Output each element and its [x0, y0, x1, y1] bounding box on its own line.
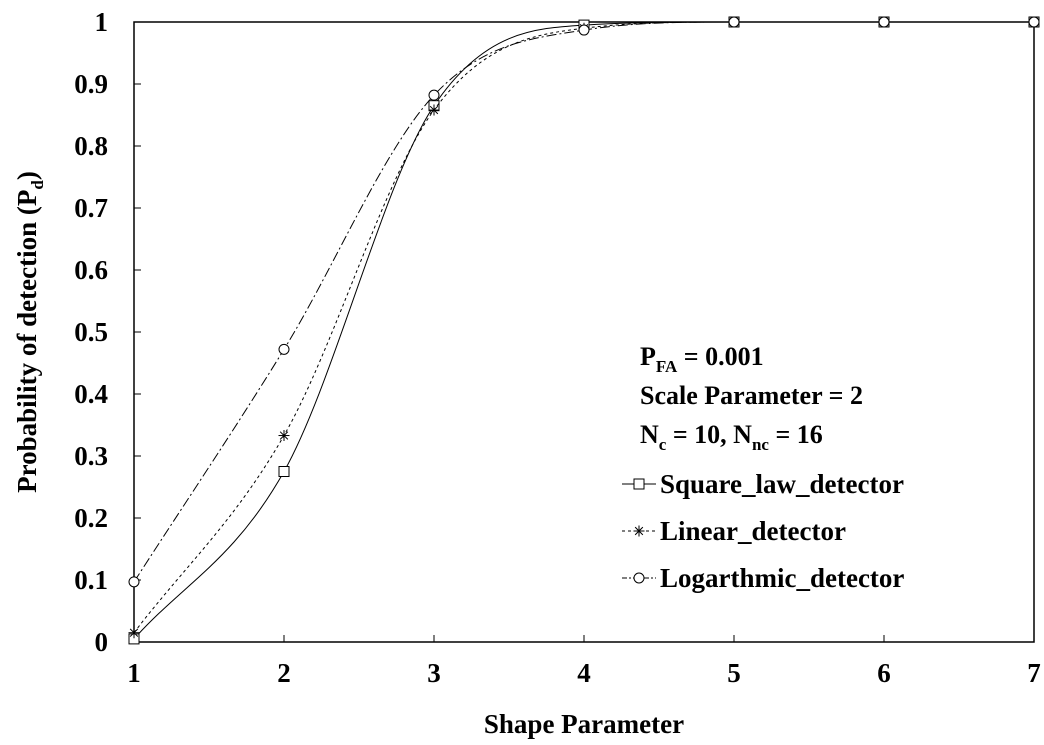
- annotation-pfa-rest: = 0.001: [677, 342, 763, 371]
- plot-frame: [133, 21, 1035, 643]
- y-tick-label: 0.2: [74, 503, 108, 533]
- circle-marker: [278, 343, 290, 355]
- asterisk-stroke: [129, 628, 139, 637]
- x-tick-label: 2: [277, 658, 291, 688]
- legend-label: Linear_detector: [660, 516, 846, 546]
- x-tick-label: 7: [1027, 658, 1041, 688]
- asterisk-stroke: [429, 105, 439, 115]
- y-tick-label: 0.8: [74, 131, 108, 161]
- asterisk-marker: [128, 627, 140, 639]
- annotation-nnc-main: N: [733, 420, 752, 449]
- y-tick-label: 0.4: [74, 379, 108, 409]
- y-axis-title-sub: d: [28, 180, 47, 190]
- circle-marker: [728, 16, 740, 28]
- y-tick-label: 0.1: [74, 565, 108, 595]
- series-linear-detector: [128, 16, 1040, 639]
- x-tick-label: 3: [427, 658, 441, 688]
- x-axis-title: Shape Parameter: [484, 709, 684, 739]
- asterisk-stroke: [279, 431, 289, 440]
- x-tick-label: 5: [727, 658, 741, 688]
- series-line: [133, 21, 1034, 640]
- y-tick-group: 0 0.1 0.2 0.3 0.4 0.5 0.6 0.7 0.8 0.9 1: [74, 7, 141, 657]
- series-line: [133, 21, 1034, 634]
- annotation-box: PFA = 0.001 Scale Parameter = 2 Nc = 10,…: [640, 342, 863, 454]
- series-line: [133, 21, 1034, 583]
- circle-marker: [878, 16, 890, 28]
- asterisk-marker: [278, 430, 290, 442]
- legend-item: Square_law_detector: [622, 469, 904, 499]
- y-tick-label: 0: [95, 627, 109, 657]
- legend-item: Logarthmic_detector: [622, 563, 904, 593]
- y-tick-label: 0.7: [74, 193, 108, 223]
- series-square-law-detector: [128, 16, 1040, 645]
- legend-label: Logarthmic_detector: [660, 563, 904, 593]
- legend-item: Linear_detector: [622, 516, 846, 546]
- circle-marker: [578, 24, 590, 36]
- series-logarthmic-detector: [128, 16, 1040, 588]
- circle-marker: [1028, 16, 1040, 28]
- annotation-nc-rest: = 10,: [666, 420, 733, 449]
- asterisk-marker: [633, 525, 645, 537]
- asterisk-stroke: [634, 526, 644, 536]
- annotation-n: Nc = 10, Nnc = 16: [640, 420, 823, 454]
- y-tick-label: 0.9: [74, 69, 108, 99]
- legend-label: Square_law_detector: [660, 469, 904, 499]
- y-axis-title-main: Probability of detection (P: [12, 190, 42, 493]
- circle-marker: [633, 572, 645, 584]
- annotation-pfa-sub: FA: [656, 357, 678, 376]
- circle-marker: [428, 89, 440, 101]
- y-tick-label: 0.3: [74, 441, 108, 471]
- y-tick-label: 0.6: [74, 255, 108, 285]
- y-axis-title: Probability of detection (Pd): [12, 171, 47, 493]
- annotation-nc-main: N: [640, 420, 659, 449]
- circle-marker: [128, 576, 140, 588]
- square-marker: [278, 466, 290, 477]
- annotation-nnc-sub: nc: [752, 435, 769, 454]
- asterisk-marker: [428, 104, 440, 116]
- annotation-nc-sub: c: [659, 435, 667, 454]
- square-marker: [633, 478, 645, 490]
- y-tick-label: 1: [95, 7, 109, 37]
- legend: Square_law_detector Linear_detector Logart…: [622, 469, 904, 593]
- x-tick-group: 1 2 3 4 5 6 7: [127, 635, 1041, 688]
- annotation-pfa-main: P: [640, 342, 656, 371]
- series-layer: [128, 16, 1040, 645]
- annotation-scale: Scale Parameter = 2: [640, 381, 863, 410]
- y-tick-label: 0.5: [74, 317, 108, 347]
- annotation-pfa: PFA = 0.001: [640, 342, 764, 376]
- y-axis-title-close: ): [12, 171, 42, 180]
- x-tick-label: 6: [877, 658, 891, 688]
- x-tick-label: 4: [577, 658, 591, 688]
- x-tick-label: 1: [127, 658, 141, 688]
- annotation-nnc-rest: = 16: [769, 420, 823, 449]
